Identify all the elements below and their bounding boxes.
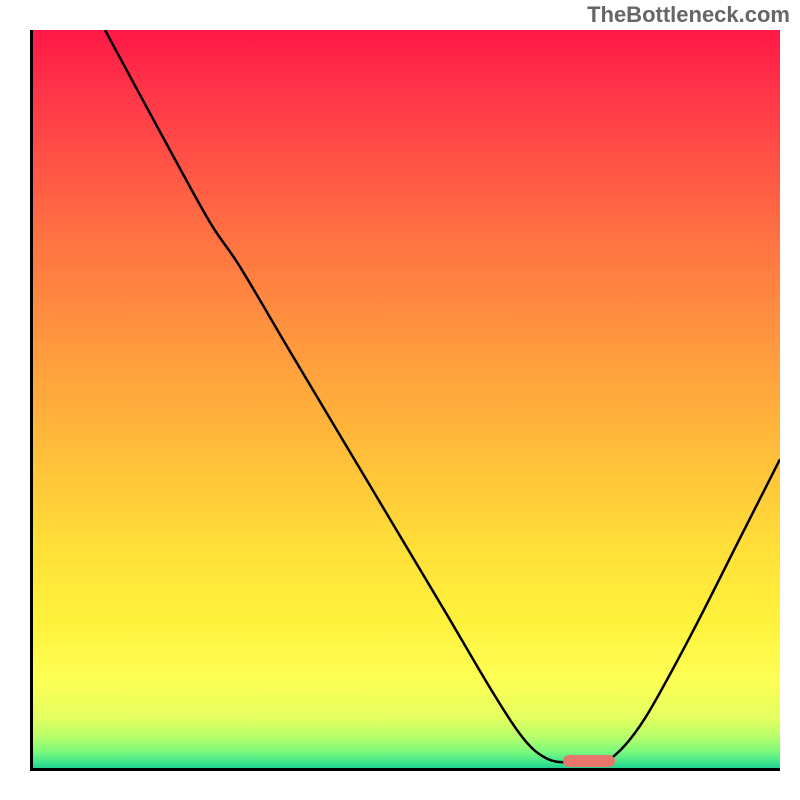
bottleneck-curve — [105, 30, 780, 763]
optimal-marker — [563, 755, 616, 767]
plot-area — [30, 30, 780, 770]
curve-layer — [30, 30, 780, 770]
x-axis — [30, 768, 780, 771]
y-axis — [30, 30, 33, 770]
watermark-text: TheBottleneck.com — [587, 2, 790, 28]
